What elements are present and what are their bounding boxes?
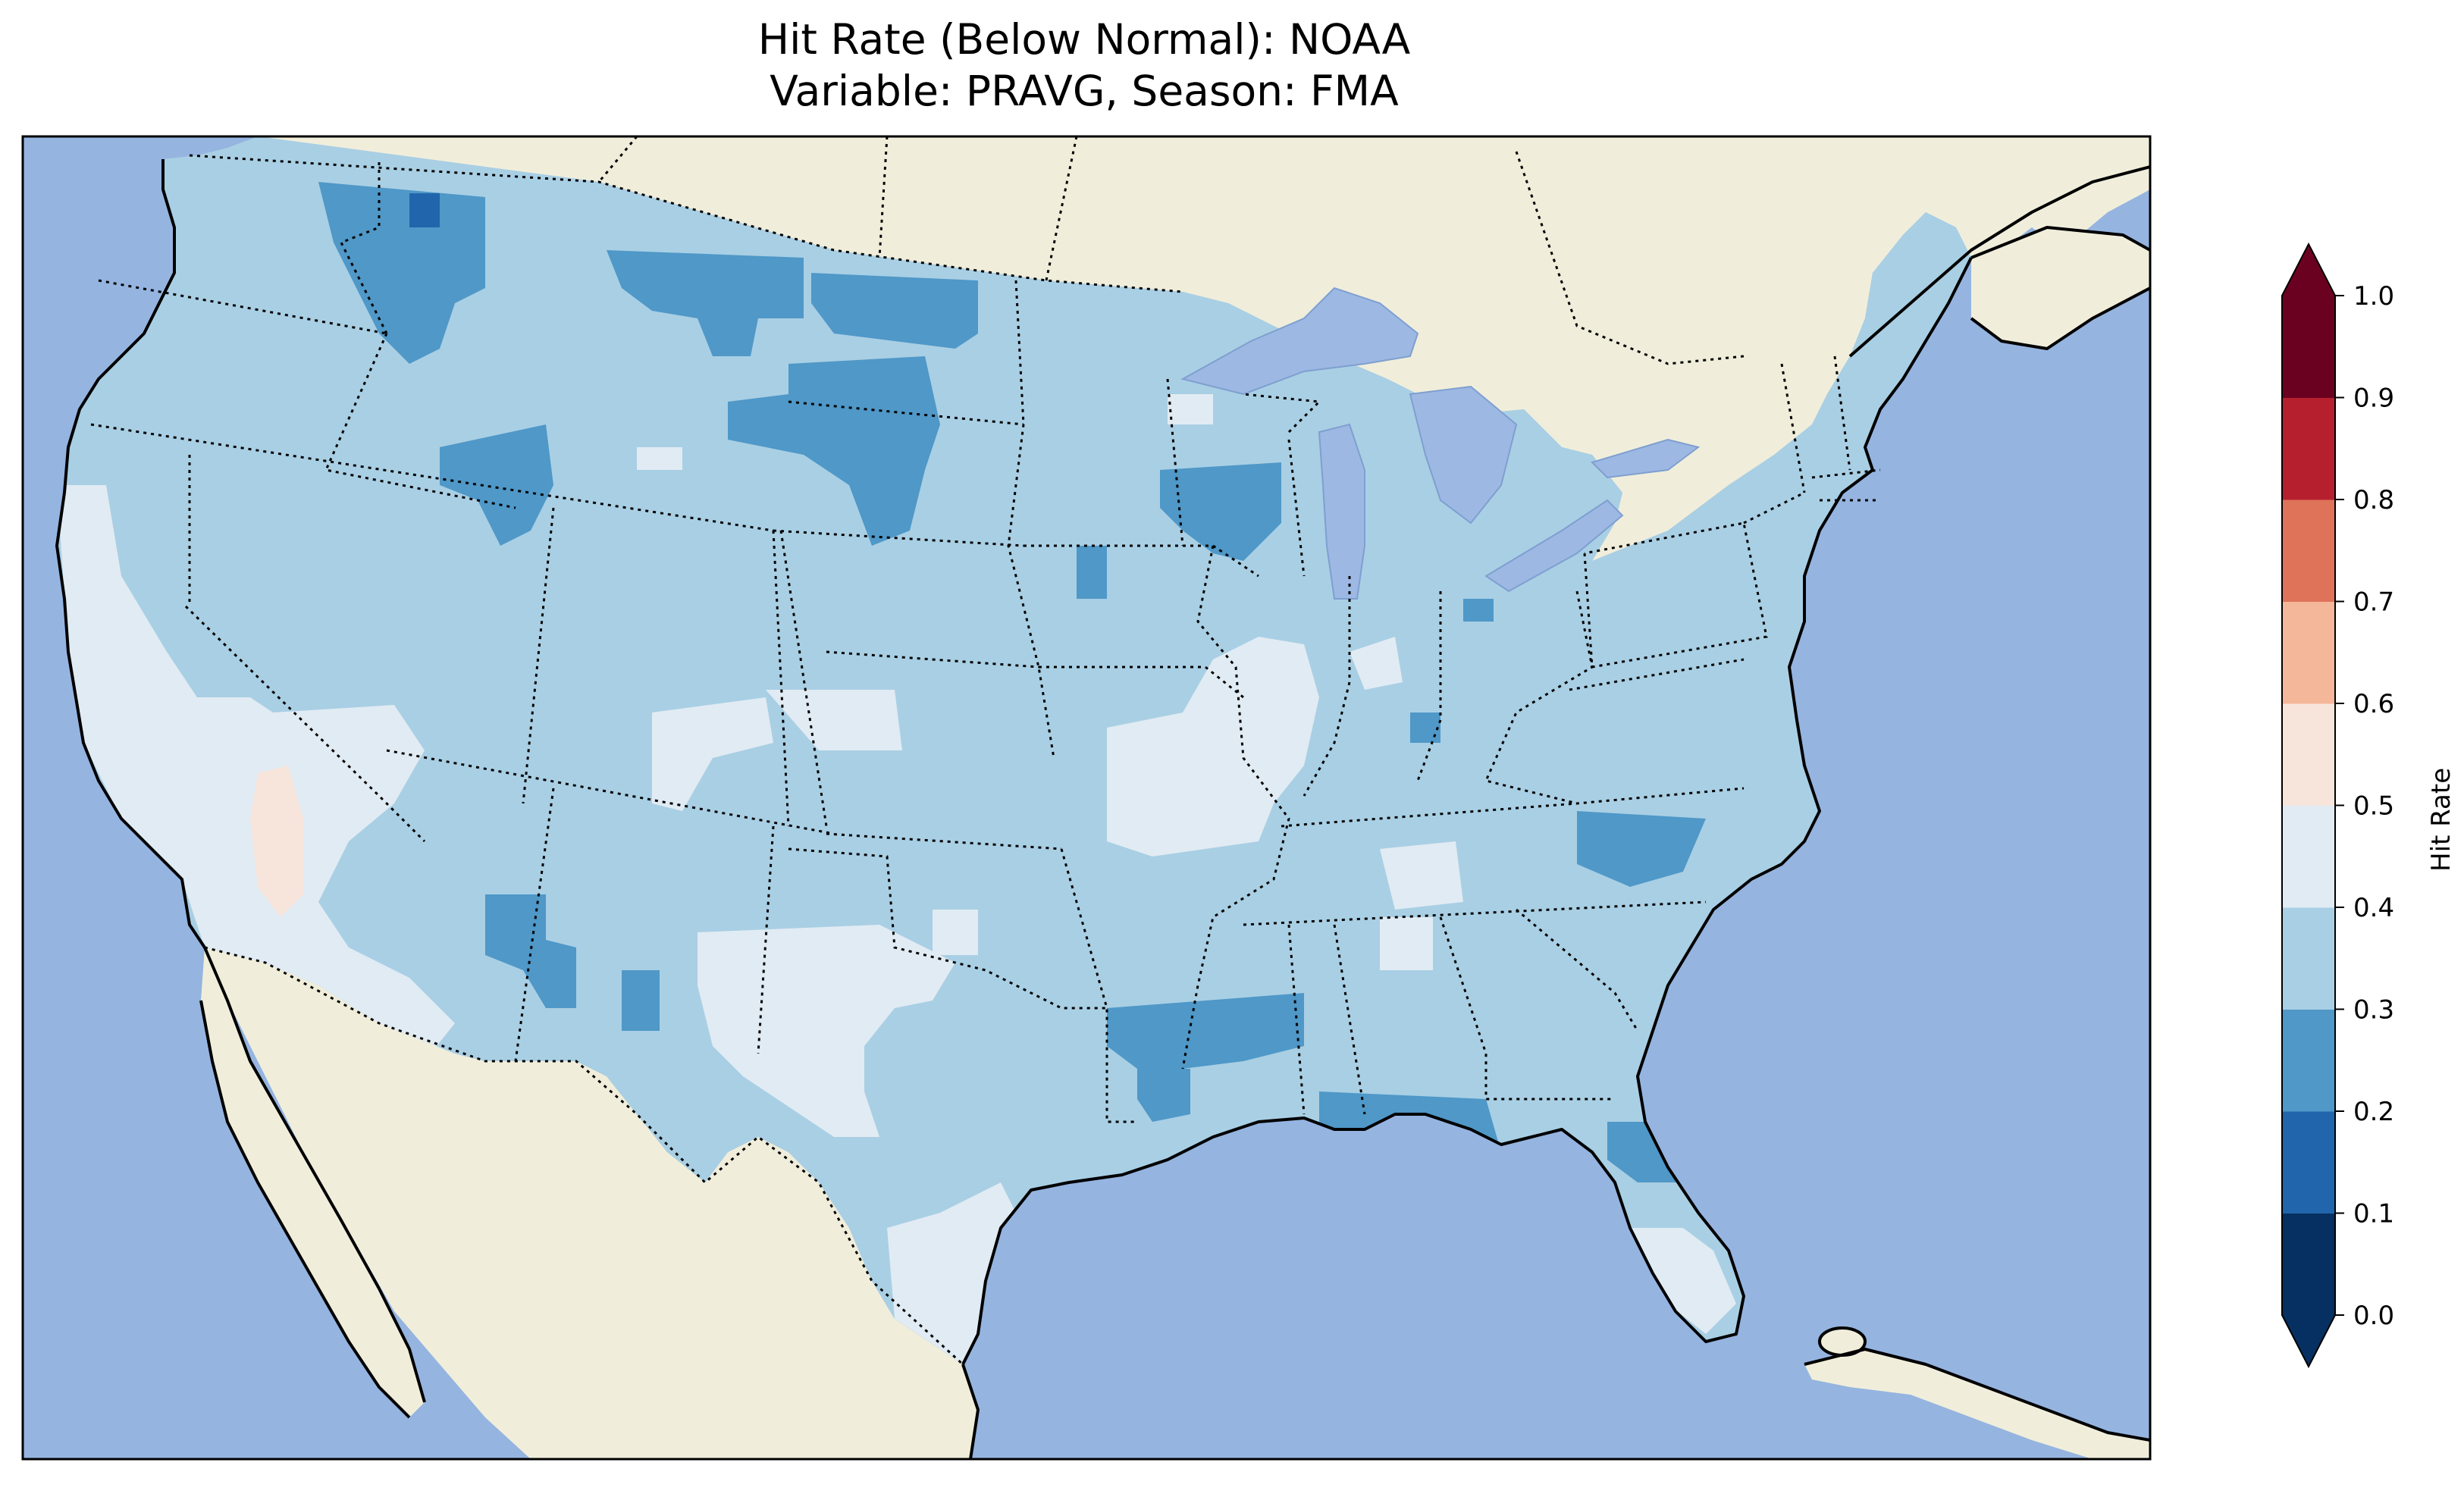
mexico-gulf-coast xyxy=(961,1364,980,1459)
colorbar: 0.0 0.1 0.2 0.3 0.4 0.5 0.6 0.7 0.8 0.9 1.0 xyxy=(2281,242,2394,1369)
colorbar-tick-label: 0.7 xyxy=(2353,587,2394,618)
lake-michigan xyxy=(1318,423,1365,600)
colorbar-bin xyxy=(2282,601,2335,704)
colorbar-extend-min xyxy=(2282,1315,2335,1367)
patch-missouri-illinois xyxy=(1107,637,1319,857)
lake-erie xyxy=(1484,499,1624,593)
patch-indiana-w xyxy=(1350,637,1403,690)
province-borders xyxy=(597,136,1745,365)
patch-idaho xyxy=(440,424,553,546)
patch-colorado-e xyxy=(766,690,902,750)
colorbar-bin xyxy=(2282,397,2335,500)
map-frame xyxy=(21,135,2152,1461)
colorbar-tick-label: 0.9 xyxy=(2353,384,2394,414)
patch-tennessee xyxy=(1380,841,1463,910)
cuba-land xyxy=(1804,1349,2150,1459)
patch-nw-montana xyxy=(318,182,485,364)
patch-sd xyxy=(728,356,940,546)
patch-south-texas xyxy=(887,1182,1016,1364)
baja-east-coast xyxy=(199,1000,411,1419)
colorbar-label: Hit Rate xyxy=(2426,767,2456,872)
colorbar-bin xyxy=(2282,703,2335,806)
maritimes-coast xyxy=(1970,287,2150,350)
patch-arizona xyxy=(485,894,576,1008)
colorbar-tick-label: 0.5 xyxy=(2353,791,2394,822)
us-west-coast xyxy=(55,159,426,1403)
cuba-coast xyxy=(1804,1348,2150,1442)
colorbar-bin xyxy=(2282,500,2335,602)
patch-montana xyxy=(607,250,804,356)
patch-wisconsin-light xyxy=(1168,394,1213,424)
colorbar-bin xyxy=(2282,805,2335,908)
patch-texas-n xyxy=(933,910,978,955)
patch-s-nevada xyxy=(250,766,303,917)
patch-california-nevada xyxy=(57,485,455,1061)
st-lawrence-coast xyxy=(1848,165,2150,358)
colorbar-bin xyxy=(2282,1009,2335,1112)
colorbar-tick-label: 0.8 xyxy=(2353,485,2394,515)
patch-nm xyxy=(622,970,660,1031)
patch-alabama xyxy=(1380,917,1433,970)
title-line-2: Variable: PRAVG, Season: FMA xyxy=(770,67,1399,115)
colorbar-tick-label: 1.0 xyxy=(2353,281,2394,312)
colorbar-tick-label: 0.1 xyxy=(2353,1199,2394,1229)
colorbar-tick-label: 0.0 xyxy=(2353,1301,2394,1331)
state-borders-plains xyxy=(773,280,1137,1123)
patch-south-florida xyxy=(1622,1228,1736,1334)
patch-arkansas xyxy=(1107,993,1304,1069)
us-gulf-coast xyxy=(961,257,1973,1365)
map-panel xyxy=(23,136,2150,1459)
great-lakes xyxy=(1180,287,1701,600)
patch-n-idaho-dark xyxy=(409,193,440,227)
colorbar-bin xyxy=(2282,1213,2335,1316)
colorbar-extend-max xyxy=(2282,244,2335,296)
baja-land xyxy=(201,947,425,1417)
lake-huron xyxy=(1409,385,1518,525)
colorbar-tick-label: 0.4 xyxy=(2353,893,2394,923)
patch-indiana xyxy=(1410,712,1440,743)
colorbar-bin xyxy=(2282,296,2335,398)
patch-nm-tx xyxy=(698,925,955,1137)
political-borders xyxy=(90,136,1881,1366)
lake-superior xyxy=(1180,287,1419,396)
colorbar-bin xyxy=(2282,1111,2335,1214)
state-borders-midwest xyxy=(1024,544,1745,1115)
state-borders-northeast xyxy=(1166,355,1881,669)
canada-us-border xyxy=(189,154,1183,293)
lake-ontario xyxy=(1591,438,1701,479)
coastlines xyxy=(55,159,2150,1459)
patch-wisconsin xyxy=(1160,462,1281,561)
patch-nd-north xyxy=(811,273,978,349)
colorbar-tick-label: 0.2 xyxy=(2353,1097,2394,1127)
patch-iowa xyxy=(1077,546,1107,599)
colorbar-tick-label: 0.6 xyxy=(2353,689,2394,719)
map-title: Hit Rate (Below Normal): NOAA Variable: … xyxy=(0,14,2168,117)
patch-louisiana xyxy=(1137,1069,1190,1122)
title-line-1: Hit Rate (Below Normal): NOAA xyxy=(757,15,1411,64)
colorbar-tick-label: 0.3 xyxy=(2353,995,2394,1026)
canada-east-coast xyxy=(1970,226,2150,259)
state-borders-west xyxy=(90,159,835,1062)
mexico-land xyxy=(205,947,978,1459)
patch-utah-colorado xyxy=(652,697,773,811)
colorbar-bin xyxy=(2282,907,2335,1010)
patch-nc xyxy=(1577,811,1706,887)
maritimes-land xyxy=(1971,227,2150,349)
patch-ohio xyxy=(1463,599,1494,622)
patch-wyoming-light xyxy=(637,447,682,470)
